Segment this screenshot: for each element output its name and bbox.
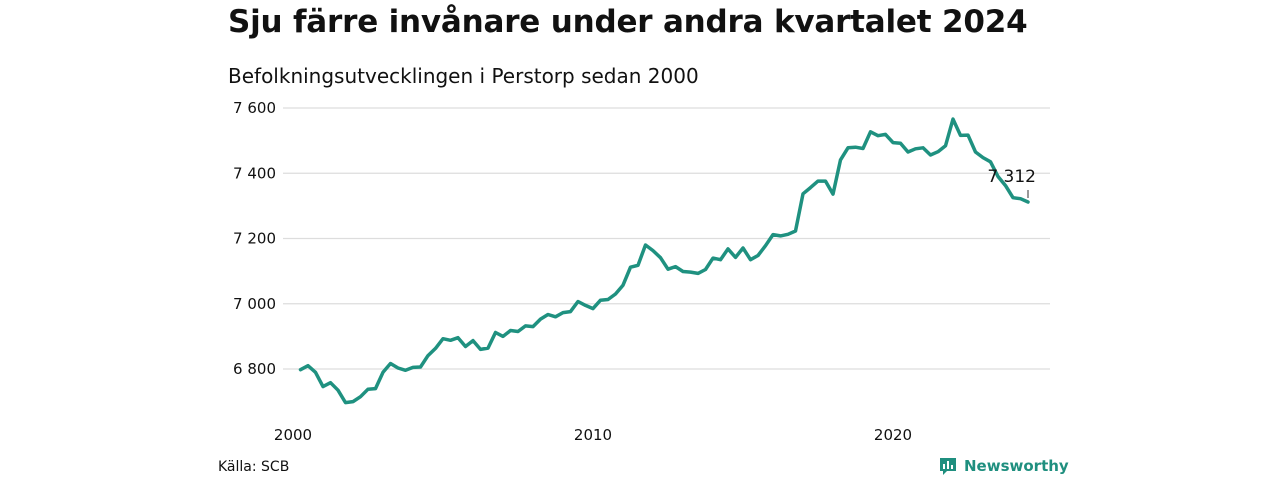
- chart-subtitle: Befolkningsutvecklingen i Perstorp sedan…: [228, 64, 699, 88]
- y-tick-label: 7 200: [233, 230, 276, 248]
- series-line: [298, 117, 1030, 405]
- grid-lines: [283, 107, 1050, 370]
- y-tick-label: 7 400: [233, 164, 276, 182]
- source-note: Källa: SCB: [218, 459, 290, 475]
- y-axis: 6 800 7 000 7 200 7 400 7 600: [233, 99, 276, 378]
- end-value-label: 7 312: [987, 167, 1036, 187]
- end-annotation: 7 312: [987, 167, 1036, 198]
- x-tick-label: 2000: [274, 426, 312, 444]
- y-tick-label: 7 000: [233, 295, 276, 313]
- chart-title: Sju färre invånare under andra kvartalet…: [228, 4, 1028, 40]
- x-tick-label: 2020: [874, 426, 912, 444]
- brand-name: Newsworthy: [964, 457, 1069, 475]
- brand-logo: Newsworthy: [938, 456, 1069, 476]
- x-axis: 2000 2010 2020: [274, 426, 912, 444]
- y-tick-label: 6 800: [233, 360, 276, 378]
- y-tick-label: 7 600: [233, 99, 276, 117]
- x-tick-label: 2010: [574, 426, 612, 444]
- series-group: [298, 117, 1030, 405]
- bar-chart-speech-bubble-icon: [940, 458, 956, 475]
